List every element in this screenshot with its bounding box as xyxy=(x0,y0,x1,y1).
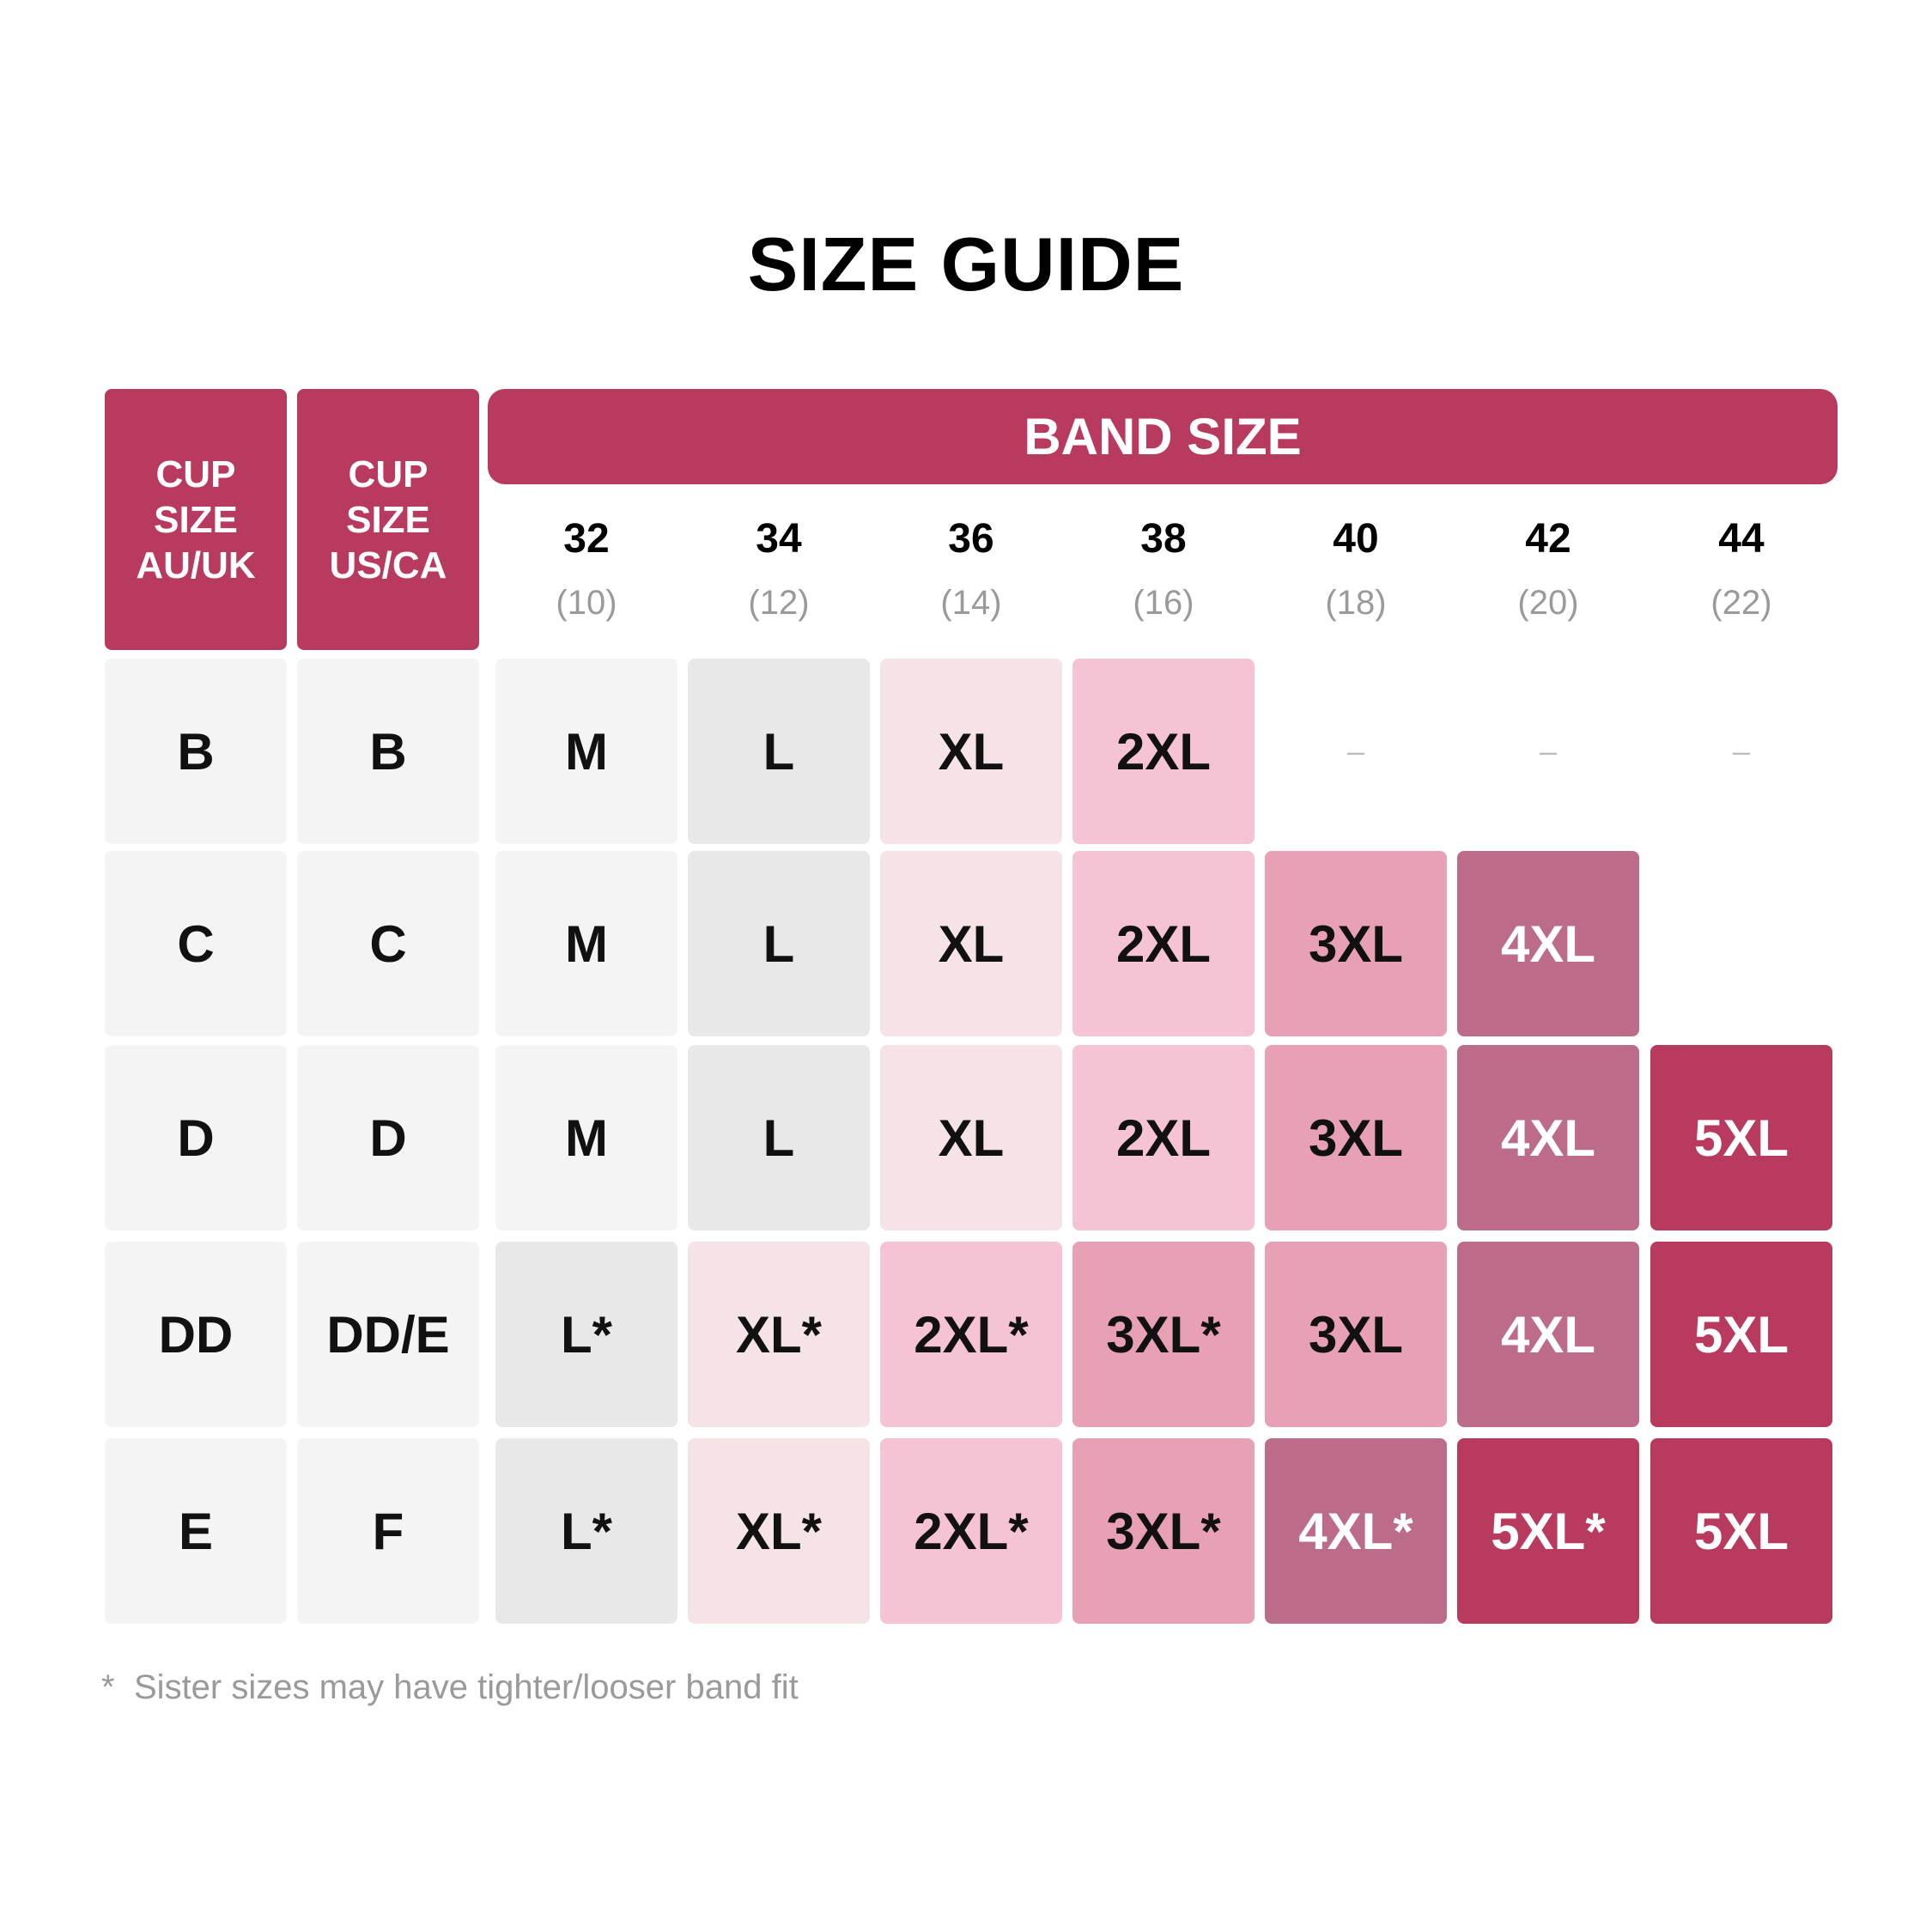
header-au-uk-line-1: CUP xyxy=(155,453,236,495)
cup-size-au-uk-cell: C xyxy=(105,851,287,1036)
size-cell: XL xyxy=(880,851,1062,1036)
header-cup-size-au-uk: CUP SIZE AU/UK xyxy=(105,389,287,650)
band-column-header: 38 (16) xyxy=(1072,515,1255,623)
cup-size-us-ca-cell: B xyxy=(297,659,479,844)
size-cell: XL xyxy=(880,1045,1062,1230)
band-column-header: 36 (14) xyxy=(880,515,1062,623)
size-cell: 5XL xyxy=(1650,1045,1832,1230)
header-us-ca-line-2: SIZE xyxy=(346,498,430,541)
band-number-alt: (14) xyxy=(940,584,1002,622)
size-cell: 4XL xyxy=(1457,1045,1639,1230)
cup-size-au-uk-cell: D xyxy=(105,1045,287,1230)
band-column-header: 40 (18) xyxy=(1265,515,1447,623)
size-cell: 4XL xyxy=(1457,1242,1639,1427)
cup-size-au-uk-cell: E xyxy=(105,1438,287,1624)
size-unavailable: – xyxy=(1346,733,1365,769)
size-cell: L* xyxy=(495,1438,677,1624)
header-us-ca-line-1: CUP xyxy=(348,453,428,495)
size-cell: 2XL xyxy=(1072,659,1255,844)
band-number-alt: (22) xyxy=(1710,584,1772,622)
size-cell: 5XL xyxy=(1650,1438,1832,1624)
size-cell: 3XL xyxy=(1265,851,1447,1036)
size-cell: 2XL xyxy=(1072,1045,1255,1230)
size-cell: XL* xyxy=(688,1438,870,1624)
cup-size-us-ca-cell: F xyxy=(297,1438,479,1624)
size-cell: L* xyxy=(495,1242,677,1427)
header-cup-size-us-ca: CUP SIZE US/CA xyxy=(297,389,479,650)
size-cell: 3XL* xyxy=(1072,1438,1255,1624)
footnote-text: Sister sizes may have tighter/looser ban… xyxy=(134,1668,799,1706)
cup-size-au-uk-cell: B xyxy=(105,659,287,844)
band-number: 32 xyxy=(563,516,610,562)
band-number: 42 xyxy=(1525,516,1571,562)
size-cell: L xyxy=(688,659,870,844)
size-cell: M xyxy=(495,659,677,844)
size-cell: M xyxy=(495,1045,677,1230)
size-cell: 3XL* xyxy=(1072,1242,1255,1427)
band-number: 44 xyxy=(1718,516,1765,562)
header-us-ca-line-3: US/CA xyxy=(329,544,447,586)
size-cell: M xyxy=(495,851,677,1036)
header-band-size: BAND SIZE xyxy=(488,389,1838,484)
size-cell: 2XL* xyxy=(880,1438,1062,1624)
size-cell: 3XL xyxy=(1265,1045,1447,1230)
cup-size-us-ca-cell: D xyxy=(297,1045,479,1230)
band-number: 40 xyxy=(1333,516,1379,562)
size-cell: 3XL xyxy=(1265,1242,1447,1427)
cup-size-us-ca-cell: C xyxy=(297,851,479,1036)
size-cell: XL* xyxy=(688,1242,870,1427)
band-number-alt: (18) xyxy=(1325,584,1387,622)
size-cell: 5XL xyxy=(1650,1242,1832,1427)
band-number-alt: (20) xyxy=(1517,584,1579,622)
band-number-alt: (16) xyxy=(1133,584,1194,622)
band-column-header: 32 (10) xyxy=(495,515,677,623)
page-title: SIZE GUIDE xyxy=(747,222,1185,307)
header-au-uk-line-2: SIZE xyxy=(154,498,238,541)
band-number: 34 xyxy=(756,516,802,562)
size-cell: L xyxy=(688,1045,870,1230)
size-unavailable: – xyxy=(1732,733,1751,769)
size-cell: 2XL xyxy=(1072,851,1255,1036)
band-number-alt: (10) xyxy=(556,584,617,622)
band-column-header: 34 (12) xyxy=(688,515,870,623)
size-cell: 5XL* xyxy=(1457,1438,1639,1624)
size-cell: XL xyxy=(880,659,1062,844)
cup-size-au-uk-cell: DD xyxy=(105,1242,287,1427)
footnote-asterisk: * xyxy=(101,1668,115,1706)
band-number-alt: (12) xyxy=(748,584,810,622)
size-unavailable: – xyxy=(1539,733,1558,769)
size-cell: 4XL xyxy=(1457,851,1639,1036)
footnote: * Sister sizes may have tighter/looser ba… xyxy=(101,1666,799,1709)
header-au-uk-line-3: AU/UK xyxy=(136,544,256,586)
size-cell: L xyxy=(688,851,870,1036)
band-number: 38 xyxy=(1140,516,1187,562)
band-column-header: 44 (22) xyxy=(1650,515,1832,623)
band-column-header: 42 (20) xyxy=(1457,515,1639,623)
cup-size-us-ca-cell: DD/E xyxy=(297,1242,479,1427)
size-cell: 2XL* xyxy=(880,1242,1062,1427)
size-cell: 4XL* xyxy=(1265,1438,1447,1624)
band-number: 36 xyxy=(948,516,994,562)
